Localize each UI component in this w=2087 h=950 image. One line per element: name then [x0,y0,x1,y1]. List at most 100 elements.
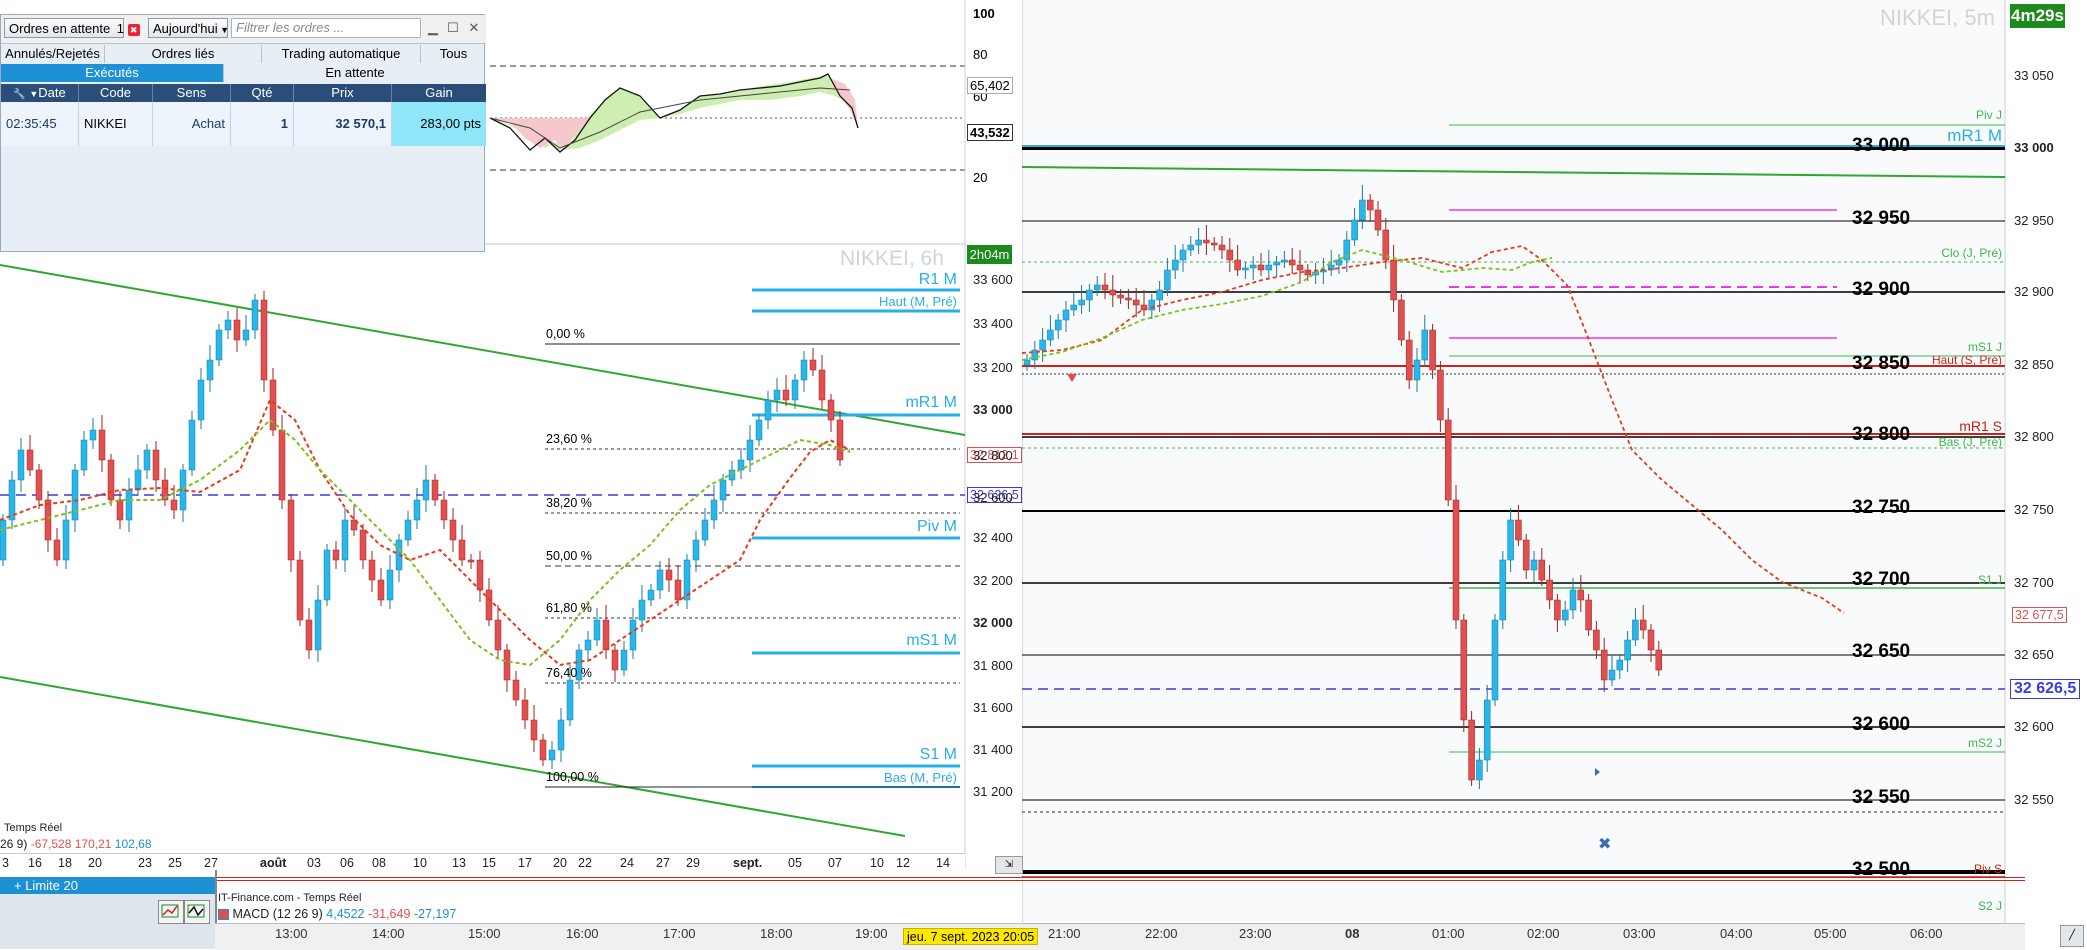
candle [791,379,799,401]
candle [1499,559,1507,621]
candle [1515,519,1522,541]
osc-level-100: 100 [973,6,995,21]
right-chart[interactable]: ✖ [1022,0,2087,925]
filter-orders-input[interactable]: Filtrer les ordres ... [231,18,421,38]
pivot-label-s1-j: S1 J [1977,573,2002,587]
tab-trading-automatique[interactable]: Trading automatique [262,45,421,63]
left-price-tick: 33 400 [973,316,1013,331]
bottom-time-tick: 17:00 [663,926,696,941]
left-candles [0,291,844,769]
candle [1039,339,1046,351]
candle [431,479,439,501]
candle [1047,329,1054,341]
candle [1366,199,1374,211]
sort-icon: ▼ [29,89,39,99]
limit-order-button[interactable]: + Limite 20 [0,877,215,894]
candle [152,449,160,481]
left-macd-values: 26 9) -67,528 170,21 102,68 [0,837,152,851]
candle [251,299,259,331]
candle [26,449,34,471]
round-levels [1022,146,2005,874]
close-icon[interactable]: ✕ [468,20,480,35]
candle [1093,284,1101,291]
tab-ordres-lies[interactable]: Ordres liés [105,45,262,63]
candle [701,519,709,541]
candle [170,499,178,511]
candle [1195,239,1202,246]
candle [1101,284,1109,291]
candle [35,469,43,501]
candle [233,319,241,341]
candle [512,679,520,701]
chart-icon-2[interactable] [184,900,210,924]
close-badge-icon[interactable]: ✖ [127,23,140,36]
candle [314,599,322,651]
left-price-tick: 32 600 [973,490,1013,505]
pivot-label-bas-m: Bas (M, Pré) [884,770,957,785]
candle [413,499,421,521]
candle [1421,329,1429,361]
candle [818,369,826,401]
candle [692,539,700,561]
candle [71,469,79,521]
row-date: 02:35:45 [1,102,79,146]
round-level-label: 32 600 [1852,714,1911,735]
left-price-tick: 31 600 [973,700,1013,715]
right-chart-resize-handle[interactable]: ╱ [2060,925,2084,947]
col-sens[interactable]: Sens [153,84,231,102]
candle [1390,259,1397,301]
col-date[interactable]: 🔧 ▼Date [1,84,79,102]
round-level-label: 32 500 [1852,859,1911,880]
pivot-label-haut-m: Haut (M, Pré) [878,294,957,309]
tab-annules[interactable]: Annulés/Rejetés [1,45,105,63]
table-row[interactable]: 02:35:45 NIKKEI Achat 1 32 570,1 283,00 … [1,102,486,146]
macd-color-swatch [218,909,229,921]
col-code[interactable]: Code [79,84,153,102]
minimize-icon[interactable]: ▁ [428,20,438,35]
candle [521,699,529,721]
round-level-label: 32 950 [1852,208,1911,229]
candle [638,599,646,621]
pivot-label-s1m: S1 M [919,746,957,763]
fib-label-2: 38,20 % [546,496,592,510]
tab-tous[interactable]: Tous [439,46,468,61]
bottom-time-tick: 14:00 [372,926,405,941]
candle [836,419,844,461]
left-date-tick: 18 [58,856,72,870]
pivot-label-piv-s: Piv S [1973,862,2002,876]
candle [1554,599,1561,621]
candle [89,429,97,441]
candle [1639,619,1647,631]
subtab-en-attente[interactable]: En attente [325,65,385,80]
left-date-tick: 22 [578,856,592,870]
left-date-tick: sept. [733,856,763,870]
round-level-label: 32 750 [1852,497,1911,518]
candle [1164,269,1171,291]
pending-orders-button[interactable]: Ordres en attente 1 ✖ [4,18,140,38]
candle [1234,259,1241,271]
bottom-time-tick: 18:00 [760,926,793,941]
candle [611,649,619,671]
osc-level-80: 80 [973,47,988,62]
svg-text:✖: ✖ [1598,836,1611,853]
chart-icon-1[interactable] [158,900,184,924]
maximize-icon[interactable]: ☐ [447,20,459,35]
osc-level-20: 20 [973,170,988,185]
right-time-tick: 04:00 [1720,926,1753,941]
period-dropdown[interactable]: Aujourd'hui ▼ [148,18,229,38]
candle [629,619,637,651]
col-gain[interactable]: Gain [392,84,486,102]
left-price-tick: 33 200 [973,360,1013,375]
candle [224,319,232,331]
left-chart-scroll-button[interactable]: ⇲ [995,856,1023,874]
candle [1437,369,1444,421]
candle [359,529,367,561]
candle [161,479,169,501]
right-time-tick: 21:00 [1048,926,1081,941]
subtab-executes[interactable]: Exécutés [1,64,224,82]
col-prix[interactable]: Prix [294,84,392,102]
candle [1281,259,1288,263]
candle [1117,294,1124,299]
col-qte[interactable]: Qté [231,84,294,102]
osc-marker-2: 43,532 [967,124,1013,141]
